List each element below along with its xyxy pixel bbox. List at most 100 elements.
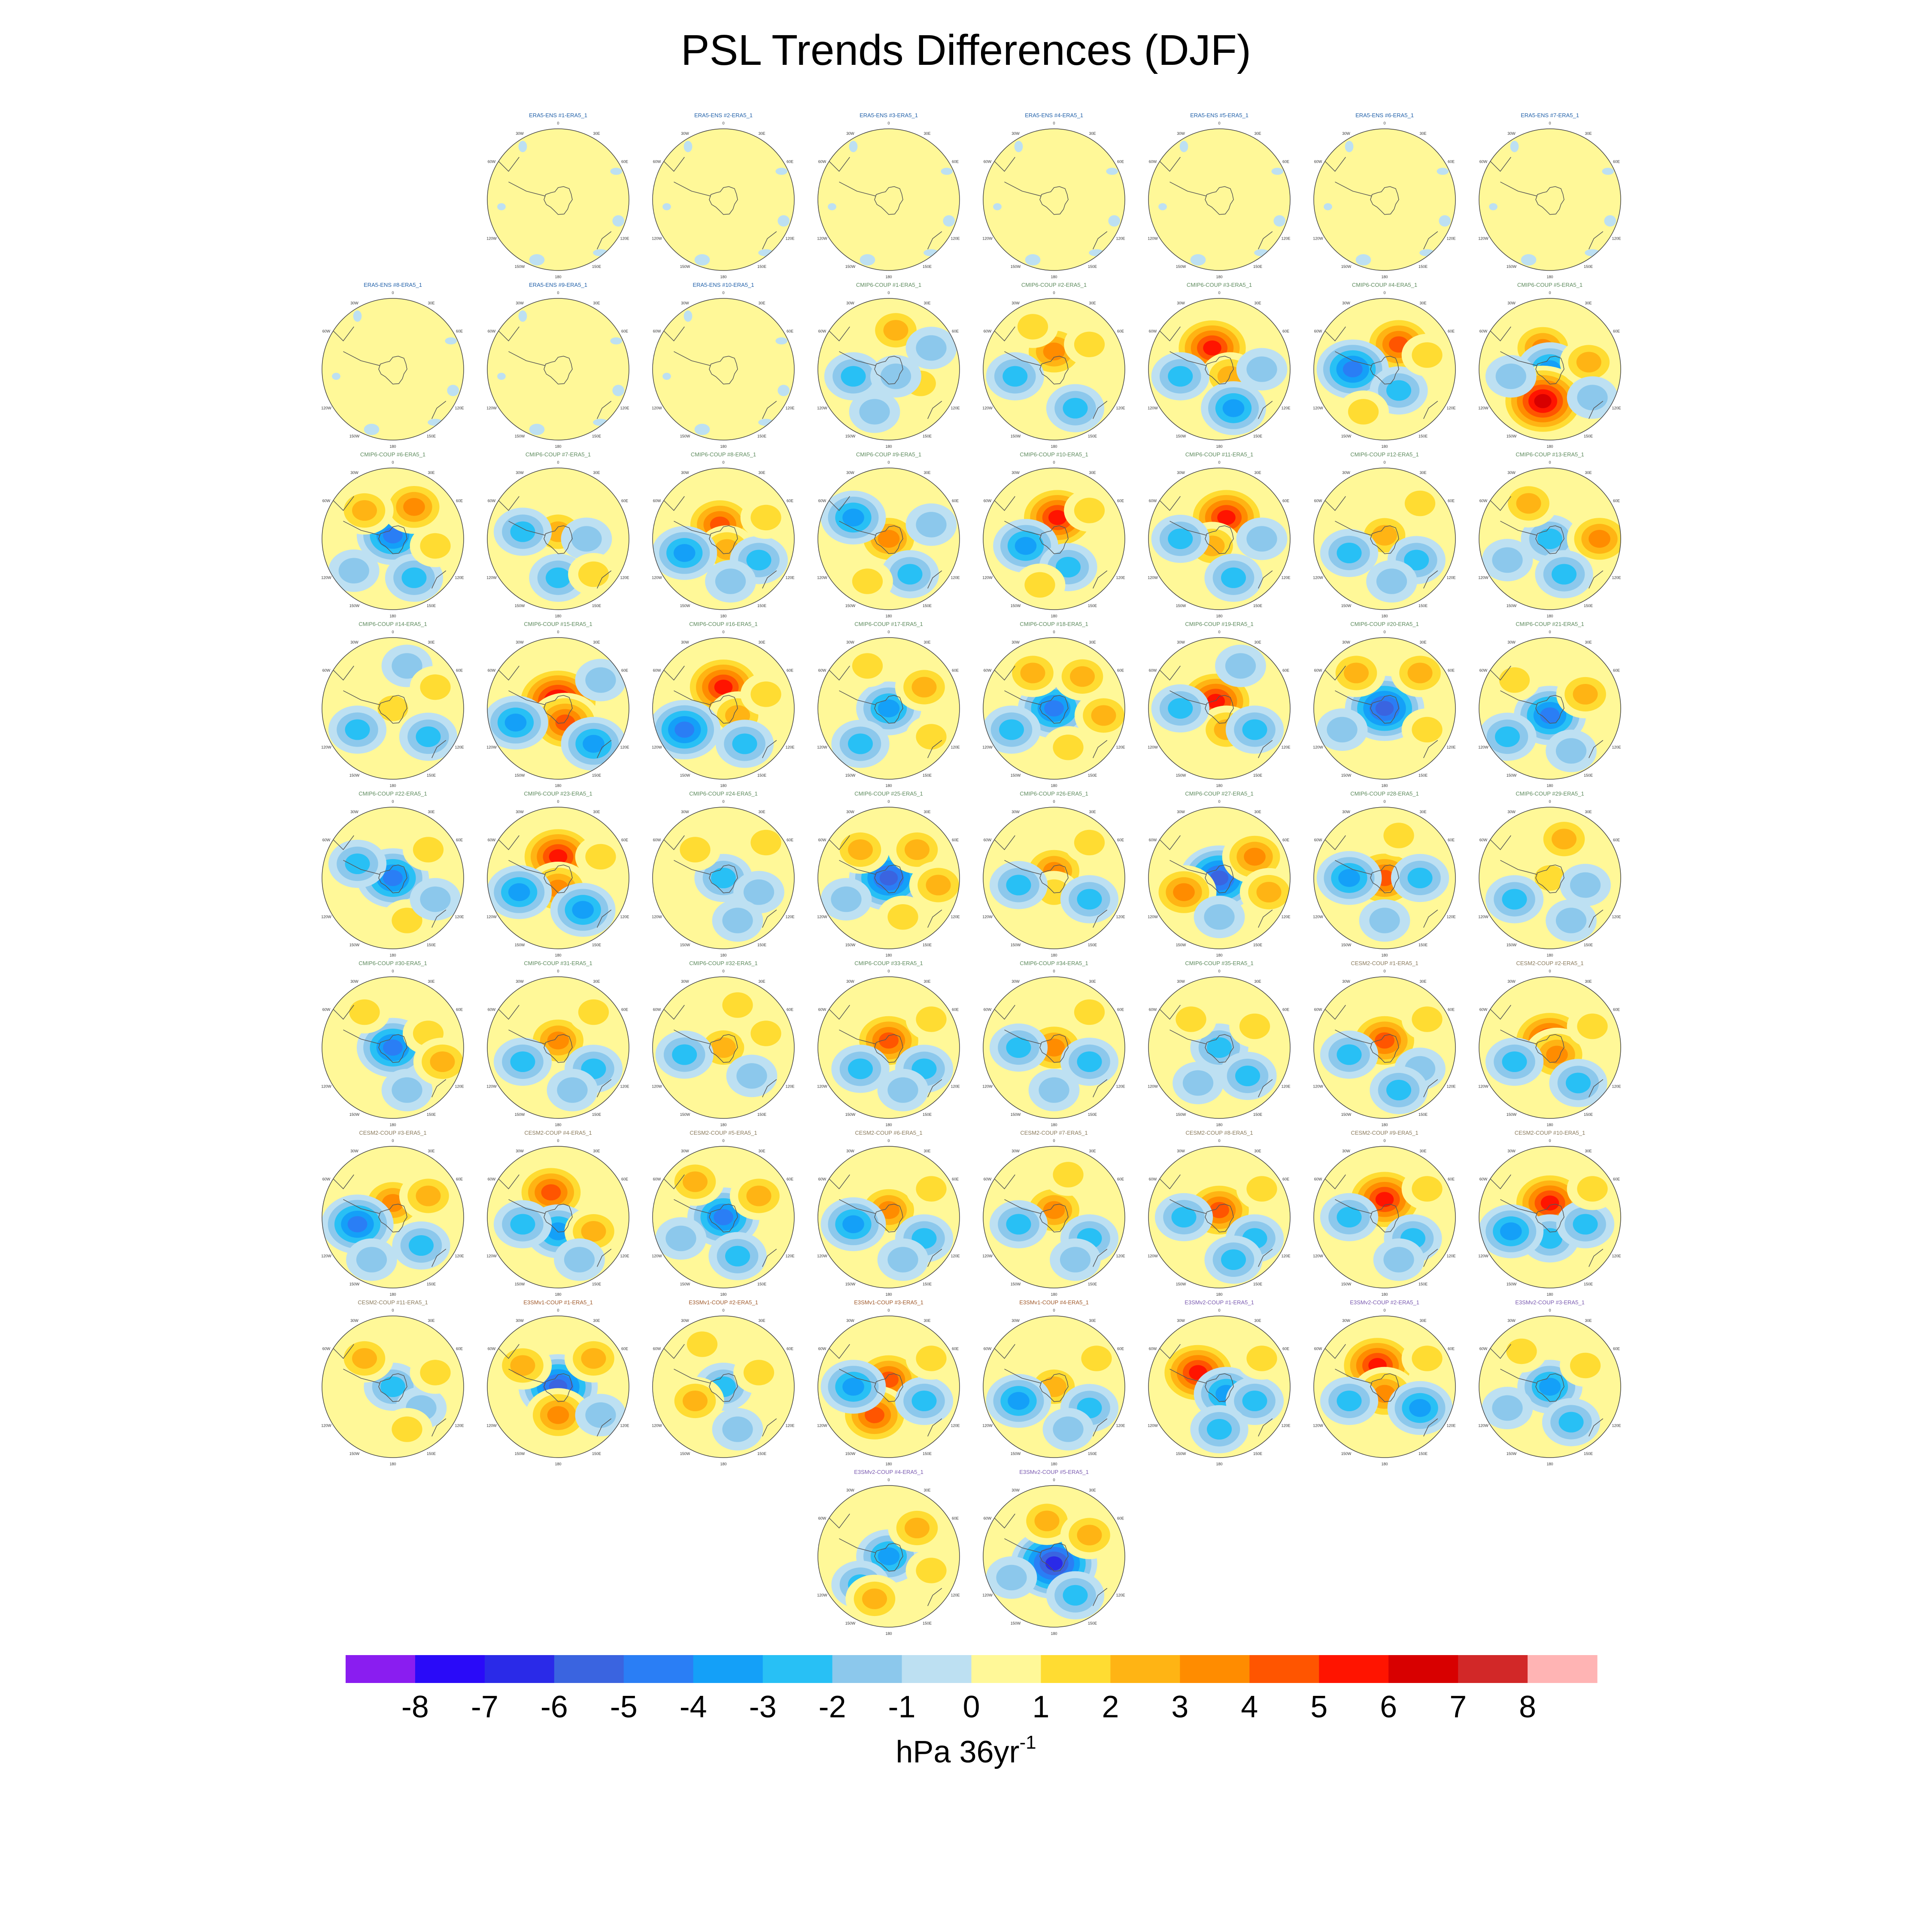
coastline — [508, 860, 546, 875]
longitude-label: 120E — [1281, 915, 1290, 919]
longitude-label: 30W — [350, 979, 358, 984]
coastline — [1324, 326, 1346, 342]
longitude-label: 150E — [1419, 943, 1428, 947]
coastline — [1335, 1199, 1372, 1214]
map-boundary — [817, 1315, 960, 1458]
contour-level — [736, 1063, 767, 1089]
coastline — [1535, 525, 1564, 554]
longitude-label: 180 — [389, 1292, 396, 1297]
longitude-label: 180 — [555, 1292, 561, 1297]
coastline — [1093, 1588, 1108, 1606]
coastline — [1170, 351, 1207, 366]
coastline — [343, 1369, 380, 1384]
anomaly-patch — [775, 337, 788, 345]
contour-level — [848, 839, 873, 860]
longitude-label: 180 — [1051, 784, 1057, 788]
longitude-label: 120E — [785, 1084, 794, 1089]
longitude-label: 150E — [1584, 1452, 1593, 1456]
coastline — [1423, 231, 1438, 249]
panel-title: CMIP6-COUP #28-ERA5_1 — [1350, 790, 1419, 797]
contour-level — [1412, 717, 1443, 743]
coastline — [378, 1034, 407, 1063]
map-boundary — [322, 637, 464, 780]
coastline — [1500, 1199, 1537, 1214]
longitude-label: 60E — [456, 668, 463, 673]
map-boundary — [1148, 128, 1291, 271]
longitude-label: 120W — [1478, 1084, 1488, 1089]
contour-level — [1555, 908, 1587, 933]
contour-level — [420, 674, 451, 700]
longitude-label: 60W — [984, 1347, 992, 1351]
contour-level — [1246, 1176, 1277, 1202]
coastline — [1423, 909, 1438, 928]
longitude-label: 30W — [1177, 131, 1185, 136]
longitude-label: 120W — [982, 406, 993, 410]
coastline — [1093, 1249, 1108, 1267]
longitude-label: 30E — [593, 301, 600, 305]
longitude-label: 120W — [486, 576, 497, 580]
anomaly-patch — [923, 249, 939, 256]
longitude-label: 150W — [515, 264, 525, 269]
contour-level — [841, 366, 866, 387]
contour-level — [711, 1037, 736, 1058]
longitude-label: 0 — [1383, 291, 1385, 295]
coastline — [1258, 1418, 1273, 1437]
longitude-label: 60E — [1282, 499, 1289, 503]
map-boundary — [983, 807, 1125, 949]
longitude-label: 120E — [1116, 1254, 1125, 1258]
longitude-label: 0 — [557, 969, 559, 973]
coastline — [597, 1079, 612, 1097]
longitude-label: 120E — [1612, 576, 1621, 580]
contour-level — [1053, 1416, 1084, 1442]
longitude-label: 150W — [680, 604, 690, 608]
contour-level — [1386, 380, 1411, 401]
map-boundary — [1313, 468, 1456, 610]
longitude-label: 150W — [515, 1452, 525, 1456]
anomaly-patch — [518, 141, 527, 152]
contour-level — [392, 1077, 422, 1103]
longitude-label: 120E — [951, 1084, 960, 1089]
longitude-label: 60E — [787, 499, 793, 503]
longitude-label: 60W — [488, 160, 496, 164]
contour-level — [564, 1247, 595, 1273]
longitude-label: 120E — [1281, 406, 1290, 410]
contour-level — [1222, 399, 1245, 417]
longitude-label: 120E — [1116, 1593, 1125, 1598]
longitude-label: 180 — [1051, 614, 1057, 618]
longitude-label: 120E — [1116, 915, 1125, 919]
coastline — [498, 835, 519, 851]
anomaly-patch — [1106, 167, 1118, 175]
longitude-label: 120W — [1313, 745, 1323, 750]
coastline — [1370, 1203, 1399, 1233]
longitude-label: 60W — [818, 668, 826, 673]
longitude-label: 60W — [653, 1347, 661, 1351]
coastline — [828, 1344, 850, 1359]
contour-level — [1043, 1201, 1065, 1219]
panel-title: E3SMv1-COUP #1-ERA5_1 — [523, 1299, 593, 1306]
longitude-label: 60W — [1314, 1177, 1322, 1182]
coastline — [544, 1373, 573, 1402]
coastline — [1500, 351, 1537, 366]
longitude-label: 30W — [1177, 1149, 1185, 1153]
longitude-label: 30W — [846, 471, 854, 475]
longitude-label: 180 — [1546, 444, 1553, 449]
coastline — [1258, 231, 1273, 249]
longitude-label: 150W — [515, 604, 525, 608]
longitude-label: 60W — [322, 499, 331, 503]
longitude-label: 60E — [952, 1177, 959, 1182]
longitude-label: 30E — [1089, 640, 1096, 644]
longitude-label: 150W — [845, 1452, 856, 1456]
map-boundary — [817, 1146, 960, 1288]
contour-level — [420, 533, 451, 559]
anomaly-patch — [1602, 167, 1614, 175]
coastline — [1370, 1034, 1399, 1063]
panel-title: CESM2-COUP #6-ERA5_1 — [855, 1130, 922, 1136]
panel-title: CMIP6-COUP #8-ERA5_1 — [691, 451, 756, 458]
anomaly-patch — [1437, 167, 1449, 175]
contour-level — [743, 879, 775, 905]
coastline — [431, 1079, 447, 1097]
longitude-label: 150E — [592, 1282, 601, 1286]
contour-level — [1203, 340, 1221, 356]
longitude-label: 0 — [1218, 1139, 1220, 1143]
map-boundary — [817, 807, 960, 949]
